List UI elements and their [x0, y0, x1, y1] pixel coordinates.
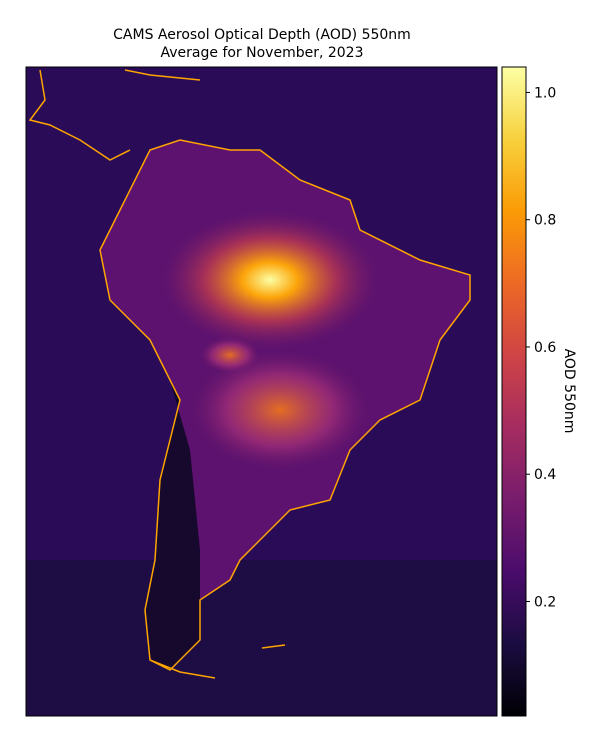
- plume: [200, 337, 260, 373]
- colorbar-label: AOD 550nm: [561, 349, 577, 434]
- hotspot: [160, 210, 380, 350]
- tick-label: 0.2: [534, 594, 556, 610]
- tick-label: 0.4: [534, 467, 556, 483]
- andes-shadow: [145, 340, 200, 670]
- coastline: [28, 69, 471, 679]
- map: [26, 67, 497, 716]
- title: CAMS Aerosol Optical Depth (AOD) 550nm: [113, 27, 411, 43]
- southern-ocean: [26, 560, 497, 716]
- plume: [190, 350, 370, 470]
- colorbar: [501, 66, 527, 717]
- map-frame: [25, 66, 498, 717]
- tick-label: 1.0: [534, 85, 556, 101]
- subtitle: Average for November, 2023: [161, 45, 364, 61]
- tick-label: 0.8: [534, 213, 556, 229]
- tick-label: 0.6: [534, 340, 556, 356]
